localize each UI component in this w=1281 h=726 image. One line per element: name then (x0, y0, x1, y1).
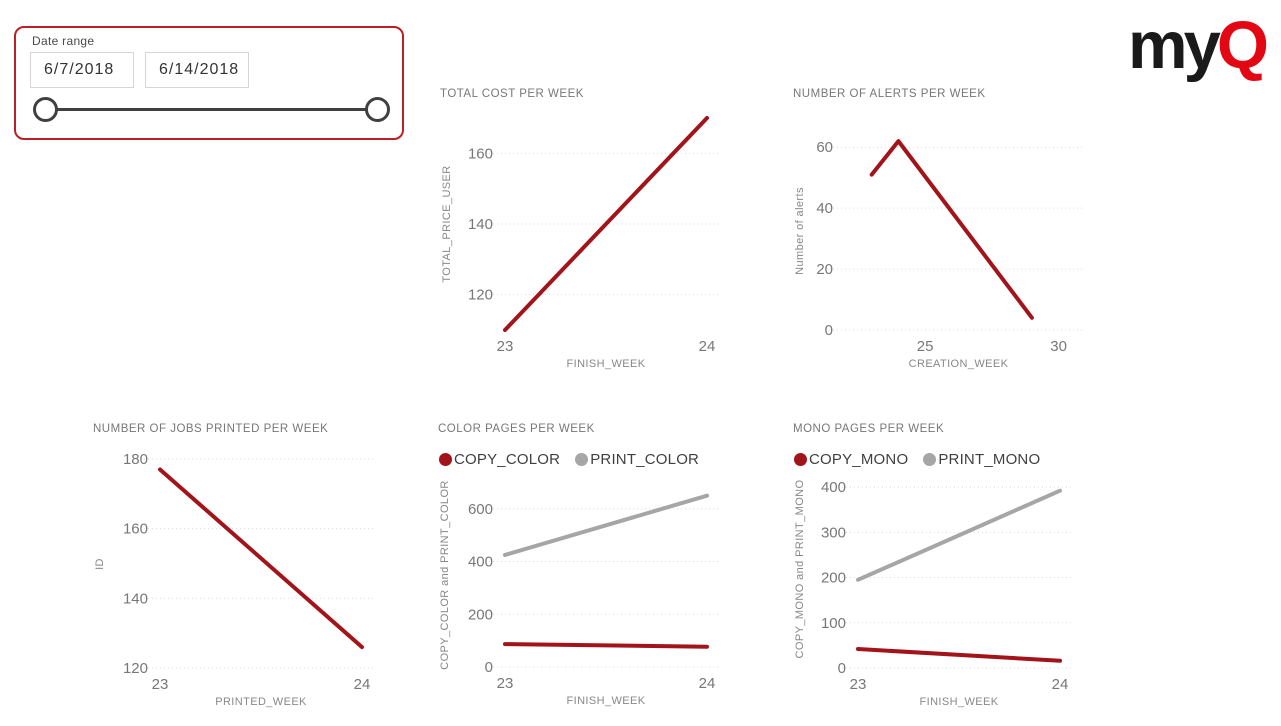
svg-text:180: 180 (123, 451, 148, 468)
svg-text:30: 30 (1050, 338, 1067, 355)
chart-alerts-per-week: NUMBER OF ALERTS PER WEEK Number of aler… (790, 85, 1092, 387)
legend-label: COPY_COLOR (454, 451, 561, 468)
legend-label: PRINT_COLOR (590, 451, 700, 468)
chart-title: MONO PAGES PER WEEK (793, 423, 945, 435)
x-axis-label: FINISH_WEEK (566, 695, 646, 707)
svg-text:160: 160 (468, 145, 493, 162)
chart-plot-svg: 0 100 200 300 400 23 24 (821, 479, 1072, 693)
chart-mono-pages-per-week: MONO PAGES PER WEEK COPY_MONO PRINT_MONO… (790, 420, 1092, 722)
chart-color-pages-per-week: COLOR PAGES PER WEEK COPY_COLOR PRINT_CO… (435, 420, 737, 722)
legend-dot-icon (794, 453, 807, 466)
x-axis-label: CREATION_WEEK (908, 358, 1009, 370)
chart-total-cost-per-week: TOTAL COST PER WEEK TOTAL_PRICE_USER 120… (437, 85, 739, 387)
date-slider-handle-end[interactable] (365, 97, 390, 122)
chart-title: TOTAL COST PER WEEK (440, 88, 584, 100)
chart-legend: COPY_MONO PRINT_MONO (794, 451, 1040, 468)
svg-text:400: 400 (821, 479, 846, 496)
chart-plot-svg: 0 200 400 600 23 24 (468, 493, 719, 692)
legend-dot-icon (439, 453, 452, 466)
chart-plot-svg: 0 20 40 60 25 30 (816, 139, 1084, 355)
svg-text:0: 0 (485, 659, 493, 676)
date-range-label: Date range (32, 34, 95, 48)
svg-text:100: 100 (821, 615, 846, 632)
chart-plot-svg: 120 140 160 180 23 24 (123, 451, 374, 693)
svg-text:120: 120 (468, 287, 493, 304)
svg-text:25: 25 (917, 338, 934, 355)
end-date-input[interactable] (145, 52, 249, 88)
svg-text:140: 140 (468, 216, 493, 233)
date-slider-handle-start[interactable] (33, 97, 58, 122)
chart-title: COLOR PAGES PER WEEK (438, 423, 595, 435)
svg-text:600: 600 (468, 501, 493, 518)
svg-text:20: 20 (816, 261, 833, 278)
legend-item-print-color[interactable]: PRINT_COLOR (575, 451, 699, 468)
logo-text-red: Q (1216, 8, 1269, 83)
svg-text:24: 24 (354, 676, 371, 693)
svg-text:200: 200 (468, 606, 493, 623)
svg-text:160: 160 (123, 521, 148, 538)
svg-text:0: 0 (825, 322, 833, 339)
svg-text:60: 60 (816, 139, 833, 156)
svg-text:23: 23 (497, 675, 514, 692)
legend-label: PRINT_MONO (938, 451, 1041, 468)
legend-item-copy-mono[interactable]: COPY_MONO (794, 451, 908, 468)
legend-label: COPY_MONO (809, 451, 909, 468)
start-date-input[interactable] (30, 52, 134, 88)
svg-text:140: 140 (123, 590, 148, 607)
x-axis-label: FINISH_WEEK (919, 696, 999, 708)
x-axis-label: PRINTED_WEEK (215, 696, 307, 708)
svg-text:23: 23 (497, 338, 514, 355)
logo-text-black: my (1128, 8, 1221, 83)
myq-logo: myQ (1128, 12, 1269, 79)
legend-dot-icon (923, 453, 937, 466)
legend-item-copy-color[interactable]: COPY_COLOR (439, 451, 560, 468)
svg-text:300: 300 (821, 524, 846, 541)
svg-text:40: 40 (816, 200, 833, 217)
svg-text:24: 24 (699, 675, 716, 692)
legend-item-print-mono[interactable]: PRINT_MONO (923, 451, 1040, 468)
chart-legend: COPY_COLOR PRINT_COLOR (439, 451, 699, 468)
svg-text:400: 400 (468, 554, 493, 571)
date-range-slicer: Date range (14, 26, 404, 140)
legend-dot-icon (575, 453, 589, 466)
svg-text:23: 23 (850, 676, 867, 693)
svg-text:24: 24 (699, 338, 716, 355)
svg-text:0: 0 (838, 660, 846, 677)
svg-text:200: 200 (821, 570, 846, 587)
svg-text:23: 23 (152, 676, 169, 693)
chart-title: NUMBER OF JOBS PRINTED PER WEEK (93, 423, 329, 435)
chart-plot-svg: 120 140 160 23 24 (468, 116, 719, 355)
date-slider-track[interactable] (45, 108, 377, 111)
chart-title: NUMBER OF ALERTS PER WEEK (793, 88, 986, 100)
svg-text:120: 120 (123, 660, 148, 677)
chart-jobs-printed-per-week: NUMBER OF JOBS PRINTED PER WEEK ID 120 14… (90, 420, 392, 722)
x-axis-label: FINISH_WEEK (566, 358, 646, 370)
svg-text:24: 24 (1052, 676, 1069, 693)
